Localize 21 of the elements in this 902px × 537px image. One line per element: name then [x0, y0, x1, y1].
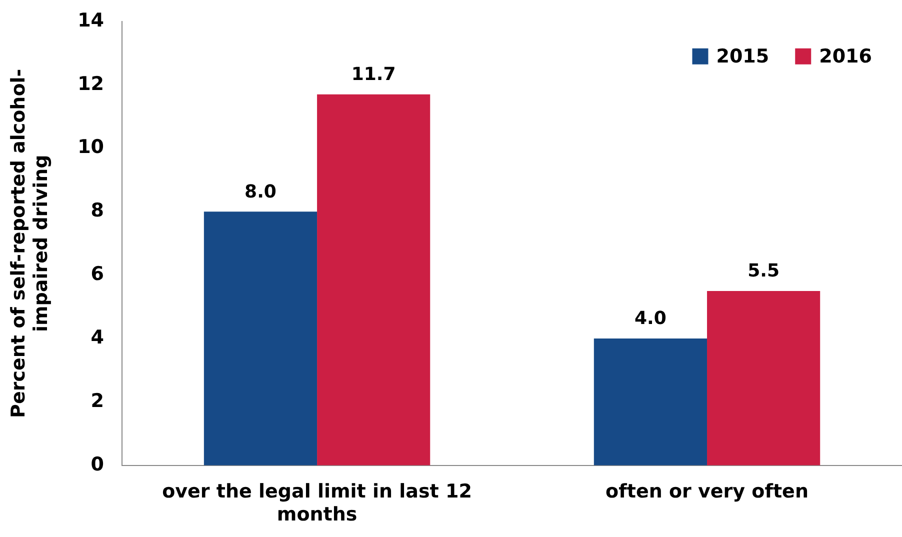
legend-label: 2015 — [716, 45, 770, 68]
bar — [204, 212, 318, 466]
data-label: 11.7 — [351, 64, 396, 86]
x-tick-label: over the legal limit in last 12 months — [162, 480, 472, 526]
y-tick-label: 8 — [90, 200, 104, 222]
bar — [707, 290, 820, 466]
y-tick-label: 0 — [90, 453, 104, 476]
y-tick-label: 12 — [78, 72, 104, 95]
x-tick-label: often or very often — [606, 480, 808, 503]
y-tick-label: 6 — [90, 263, 104, 286]
y-tick-label: 10 — [78, 136, 104, 158]
y-tick-label: 2 — [90, 390, 104, 412]
legend-label: 2016 — [819, 45, 872, 68]
y-axis-title: Percent of self-reported alcohol-impaired driving — [7, 68, 52, 418]
bar — [594, 338, 708, 466]
data-label: 4.0 — [634, 308, 666, 330]
y-tick-label: 4 — [90, 326, 104, 348]
data-label: 5.5 — [748, 260, 780, 282]
y-tick-label: 14 — [78, 9, 104, 32]
bar — [317, 94, 430, 466]
data-label: 8.0 — [244, 181, 276, 202]
